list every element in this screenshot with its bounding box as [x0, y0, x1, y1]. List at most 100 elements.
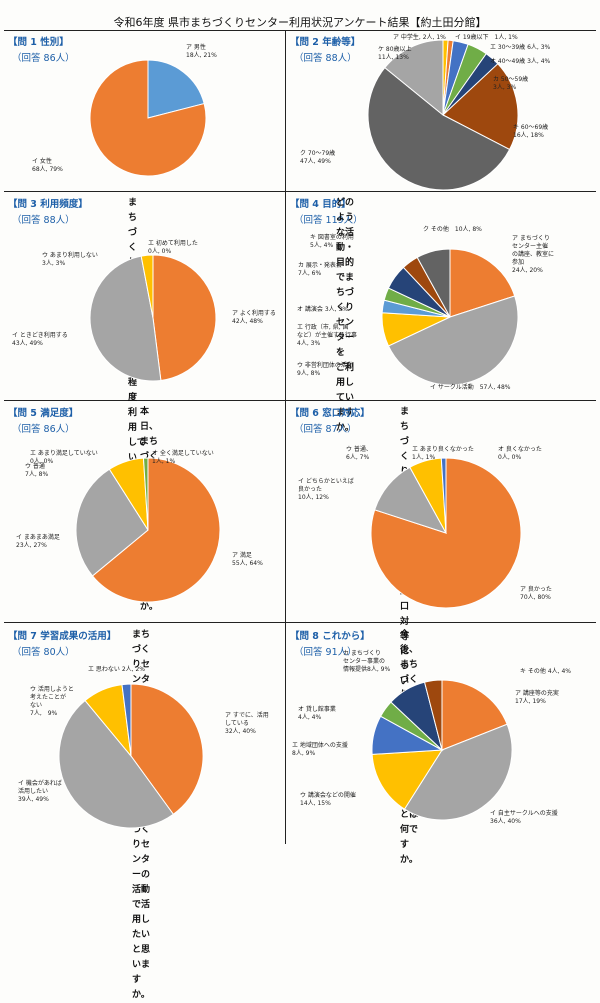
- slice-label: イ まあまあ満足 23人, 27%: [16, 534, 60, 550]
- slice-label: イ 女性 68人, 79%: [32, 158, 63, 174]
- question-heading: 【問 2 年齢等】: [290, 37, 361, 48]
- slice-label: オ 40～49歳 3人, 4%: [490, 58, 550, 66]
- question-heading: 【問 7 学習成果の活用】: [8, 631, 117, 642]
- slice-label-line: カ 50～59歳: [493, 76, 529, 83]
- divider: [4, 622, 596, 623]
- slice-label-line: 17人, 19%: [515, 698, 546, 705]
- slice-label: カ 展示・発表会 7人, 6%: [298, 262, 342, 278]
- slice-label: ア 講座等の充実 17人, 19%: [515, 690, 559, 706]
- pie-chart: [381, 248, 519, 386]
- slice-label: イ サークル活動 57人, 48%: [430, 384, 511, 392]
- pie-slice: [89, 255, 162, 382]
- slice-label: イ 機会があれば 活用したい 39人, 49%: [18, 780, 62, 804]
- slice-label-line: イ まあまあ満足: [16, 534, 60, 541]
- slice-label-line: 0人, 0%: [148, 248, 172, 255]
- slice-label: イ 自主サークルへの支援 36人, 40%: [490, 810, 558, 826]
- slice-label-line: ア 良かった: [520, 586, 552, 593]
- pie-chart: [58, 683, 204, 829]
- slice-label: カ まちづくり センター事業の 情報提供8人, 9%: [343, 650, 390, 674]
- slice-label-line: オ 良くなかった: [498, 446, 542, 453]
- slice-label: ウ 講演会などの開催 14人, 15%: [300, 792, 356, 808]
- slice-label-line: センター事業の: [343, 658, 386, 665]
- slice-label-line: 16人, 18%: [513, 132, 544, 139]
- slice-label: ウ 活用しようと 考えたことが ない 7人, 9%: [30, 686, 74, 718]
- slice-label: エ 30～39歳 6人, 3%: [490, 44, 550, 52]
- slice-label-line: カ 展示・発表会: [298, 262, 342, 269]
- question-heading: 【問 3 利用頻度】: [8, 199, 88, 210]
- pie-slice: [121, 683, 132, 757]
- slice-label-line: ウ 講演会などの開催: [300, 792, 356, 799]
- question-text-line: ご利用していますか。: [336, 363, 355, 433]
- pie-slice: [367, 66, 511, 191]
- slice-label: キ その他 4人, 4%: [520, 668, 571, 676]
- slice-label-line: ウ あまり利用しない: [42, 252, 98, 259]
- slice-label-line: 7人, 8%: [25, 471, 49, 478]
- response-count: （回答 88人）: [12, 215, 75, 226]
- divider: [285, 30, 286, 844]
- slice-label-line: エ 思わない 2人, 2%: [88, 666, 145, 673]
- slice-label-line: 9人, 8%: [297, 370, 321, 377]
- slice-label-line: キ 60～69歳: [513, 124, 549, 131]
- slice-label-line: エ あまり良くなかった: [412, 446, 474, 453]
- slice-label-line: エ 30～39歳 6人, 3%: [490, 44, 551, 51]
- slice-label-line: 43人, 49%: [12, 340, 43, 347]
- pie-slice: [403, 723, 513, 821]
- slice-label-line: オ 全く満足していない: [152, 450, 214, 457]
- slice-label-line: 42人, 48%: [232, 318, 263, 325]
- slice-label-line: ウ 非営利団体の活動: [297, 362, 353, 369]
- response-count: （回答 86人）: [12, 424, 75, 435]
- slice-label-line: など）が主催する行事: [297, 332, 358, 339]
- pie-slice: [58, 699, 175, 829]
- slice-label-line: ア 中学生, 2人, 1%: [393, 34, 446, 41]
- slice-label-line: ア よく利用する: [232, 310, 276, 317]
- slice-label-line: ア まちづくり: [512, 235, 550, 242]
- pie-slice: [152, 254, 217, 382]
- slice-label: ア 中学生, 2人, 1%: [393, 34, 446, 42]
- pie-chart: [367, 39, 519, 191]
- slice-label: ウ あまり利用しない 3人, 3%: [42, 252, 98, 268]
- slice-label-line: イ サークル活動 57人, 48%: [430, 384, 511, 391]
- slice-label: カ 50～59歳 3人, 3%: [493, 76, 528, 92]
- slice-label: ア 満足 55人, 64%: [232, 552, 263, 568]
- pie-slice: [442, 63, 519, 151]
- pie-slice: [147, 59, 205, 119]
- slice-label-line: オ 講演会 3人, 3%: [297, 306, 348, 313]
- slice-label-line: 24人, 20%: [512, 267, 543, 274]
- pie-slice: [371, 749, 443, 810]
- slice-label-line: 3人, 3%: [42, 260, 66, 267]
- question-heading: 【問 8 これから】: [290, 631, 370, 642]
- slice-label-line: ウ 普通: [25, 463, 45, 470]
- slice-label-line: 7人, 9%: [30, 710, 58, 717]
- slice-label-line: 情報提供8人, 9%: [343, 666, 391, 673]
- slice-label: オ 良くなかった 0人, 0%: [498, 446, 542, 462]
- response-count: （回答 87人）: [294, 424, 357, 435]
- question-heading: 【問 4 目的】: [290, 199, 351, 210]
- response-count: （回答 86人）: [12, 53, 75, 64]
- slice-label-line: イ 機会があれば: [18, 780, 62, 787]
- slice-label-line: 0人, 0%: [30, 458, 54, 465]
- divider: [4, 30, 596, 31]
- slice-label-line: 32人, 40%: [225, 728, 256, 735]
- slice-label: ア よく利用する 42人, 48%: [232, 310, 276, 326]
- pie-slice: [75, 468, 149, 577]
- slice-label-line: 4人, 3%: [297, 340, 321, 347]
- pie-slice: [89, 59, 207, 177]
- slice-label-line: 23人, 27%: [16, 542, 47, 549]
- slice-label-line: エ あまり満足していない: [30, 450, 98, 457]
- slice-label-line: キ その他 4人, 4%: [520, 668, 571, 675]
- slice-label: エ 初めて利用した 0人, 0%: [148, 240, 198, 256]
- question-heading: 【問 1 性別】: [8, 37, 69, 48]
- question-heading: 【問 5 満足度】: [8, 408, 79, 419]
- slice-label-line: 55人, 64%: [232, 560, 263, 567]
- slice-label: キ 60～69歳 16人, 18%: [513, 124, 548, 140]
- slice-label: ケ 80歳以上 11人, 13%: [378, 46, 412, 62]
- page-title: 令和6年度 県市まちづくりセンター利用状況アンケート結果【約土田分館】: [113, 16, 487, 29]
- slice-label-line: ア 講座等の充実: [515, 690, 559, 697]
- slice-label: ア 男性 18人, 21%: [186, 44, 217, 60]
- pie-slice: [91, 457, 221, 603]
- slice-label-line: イ 自主サークルへの支援: [490, 810, 558, 817]
- question-text-line: どのような活動・目的でまちづくりセンターを: [336, 198, 355, 358]
- slice-label-line: イ どちらかといえば: [298, 478, 354, 485]
- pie-slice: [387, 295, 519, 386]
- slice-label: オ 全く満足していない 1人, 1%: [152, 450, 214, 466]
